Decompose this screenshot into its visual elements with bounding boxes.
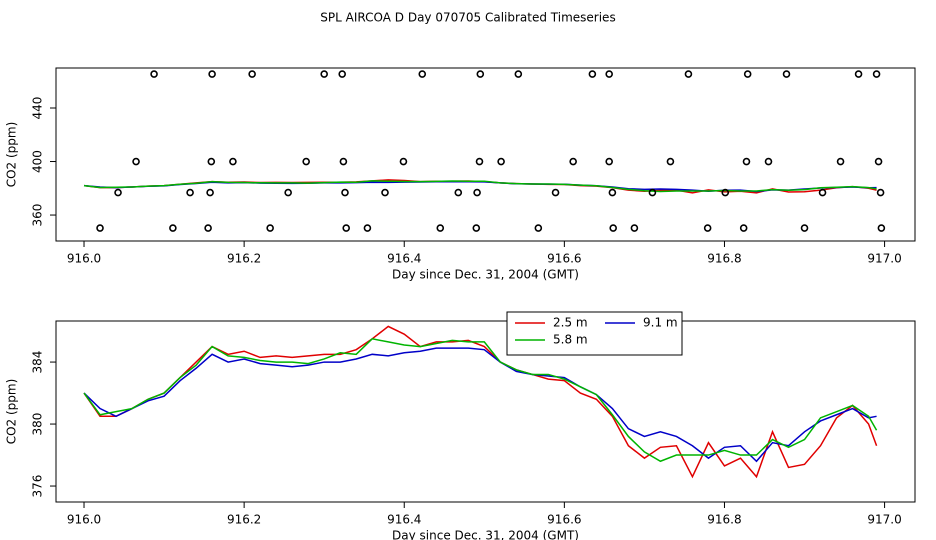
data-point [818, 188, 827, 197]
data-point [320, 70, 328, 78]
data-point [454, 188, 463, 197]
data-point [684, 70, 693, 78]
legend-label: 2.5 m [553, 316, 588, 330]
data-point [436, 224, 445, 232]
y-tick-label: 380 [31, 413, 45, 436]
y-axis-label: CO2 (ppm) [5, 122, 19, 188]
data-point [877, 224, 886, 232]
y-tick-label: 360 [31, 204, 45, 227]
data-point [248, 70, 256, 78]
chart-title: SPL AIRCOA D Day 070705 Calibrated Times… [320, 11, 615, 25]
data-point [782, 70, 791, 78]
x-tick-label: 916.8 [707, 513, 741, 527]
x-tick-label: 916.2 [227, 513, 261, 527]
data-point [473, 188, 481, 197]
data-point [132, 157, 140, 166]
data-point [764, 157, 773, 166]
data-point [169, 224, 177, 232]
data-point [739, 224, 748, 232]
data-point [342, 224, 351, 232]
data-point [399, 157, 408, 166]
x-tick-label: 916.6 [547, 513, 581, 527]
data-line [83, 347, 877, 463]
data-point [229, 157, 237, 166]
data-point [608, 188, 617, 197]
data-point [703, 224, 712, 232]
data-point [630, 224, 639, 232]
data-point [514, 70, 523, 78]
data-point [872, 70, 881, 78]
data-point [743, 70, 752, 78]
data-point [472, 224, 481, 232]
data-point [609, 224, 617, 232]
data-point [266, 224, 274, 232]
data-line [83, 338, 878, 463]
plot-frame [55, 67, 916, 242]
data-point [381, 188, 389, 197]
data-point [302, 157, 310, 166]
data-point [876, 188, 885, 197]
plot-frame [55, 320, 916, 503]
data-point [339, 157, 348, 166]
y-tick-label: 400 [31, 150, 45, 173]
x-tick-label: 916.6 [547, 252, 581, 266]
data-point [96, 224, 104, 232]
data-point [284, 188, 292, 197]
legend-label: 9.1 m [643, 316, 678, 330]
data-line [83, 180, 877, 193]
data-point [836, 157, 845, 166]
data-point [204, 224, 212, 232]
data-point [207, 157, 216, 166]
data-point [854, 70, 863, 78]
legend-box [506, 311, 683, 356]
y-tick-label: 440 [31, 97, 45, 120]
data-point [605, 70, 613, 78]
data-point [742, 157, 751, 166]
data-point [800, 224, 809, 232]
data-point [114, 188, 122, 197]
data-point [569, 157, 577, 166]
legend-label: 5.8 m [553, 333, 588, 347]
data-point [874, 157, 883, 166]
data-point [208, 70, 216, 78]
x-tick-label: 917.0 [867, 252, 901, 266]
data-point [648, 188, 657, 197]
data-point [475, 157, 484, 166]
data-point [150, 70, 158, 78]
data-point [206, 188, 214, 197]
data-point [338, 70, 346, 78]
data-point [721, 188, 730, 197]
x-tick-label: 916.8 [707, 252, 741, 266]
data-point [476, 70, 485, 78]
x-tick-label: 916.2 [227, 252, 261, 266]
data-point [341, 188, 349, 197]
x-tick-label: 916.4 [387, 252, 421, 266]
data-point [588, 70, 597, 78]
y-tick-label: 384 [31, 351, 45, 374]
x-tick-label: 916.0 [67, 252, 101, 266]
y-tick-label: 376 [31, 475, 45, 498]
x-tick-label: 916.0 [67, 513, 101, 527]
data-point [363, 224, 372, 232]
x-axis-label: Day since Dec. 31, 2004 (GMT) [392, 268, 579, 282]
data-point [497, 157, 505, 166]
data-point [605, 157, 613, 166]
data-point [666, 157, 675, 166]
y-axis-label: CO2 (ppm) [5, 379, 19, 445]
data-point [418, 70, 427, 78]
x-axis-label: Day since Dec. 31, 2004 (GMT) [392, 529, 579, 540]
x-tick-label: 917.0 [867, 513, 901, 527]
data-point [551, 188, 560, 197]
data-point [534, 224, 543, 232]
data-point [186, 188, 194, 197]
x-tick-label: 916.4 [387, 513, 421, 527]
